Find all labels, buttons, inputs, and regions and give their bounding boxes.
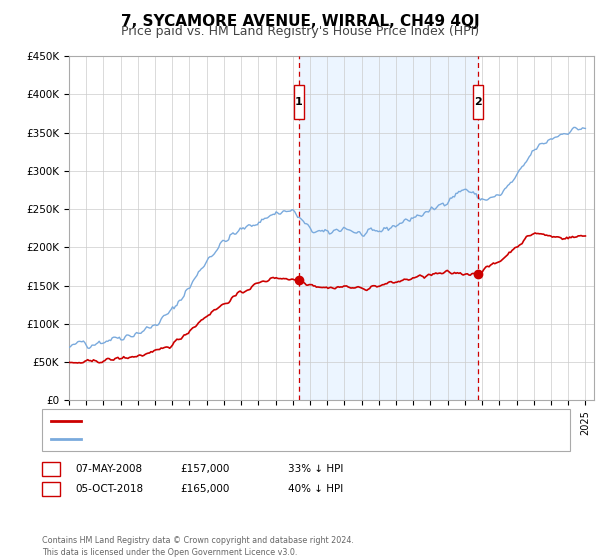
Text: 1: 1	[295, 97, 302, 107]
Text: 2: 2	[47, 484, 55, 494]
Text: £157,000: £157,000	[180, 464, 229, 474]
Text: 2: 2	[474, 97, 482, 107]
Text: 7, SYCAMORE AVENUE, WIRRAL, CH49 4QJ (detached house): 7, SYCAMORE AVENUE, WIRRAL, CH49 4QJ (de…	[87, 416, 401, 426]
Text: 05-OCT-2018: 05-OCT-2018	[75, 484, 143, 494]
Bar	[299, 56, 478, 400]
Text: Price paid vs. HM Land Registry's House Price Index (HPI): Price paid vs. HM Land Registry's House …	[121, 25, 479, 38]
FancyBboxPatch shape	[473, 85, 482, 119]
FancyBboxPatch shape	[294, 85, 304, 119]
Text: Contains HM Land Registry data © Crown copyright and database right 2024.
This d: Contains HM Land Registry data © Crown c…	[42, 536, 354, 557]
Text: 7, SYCAMORE AVENUE, WIRRAL, CH49 4QJ: 7, SYCAMORE AVENUE, WIRRAL, CH49 4QJ	[121, 14, 479, 29]
Text: 40% ↓ HPI: 40% ↓ HPI	[288, 484, 343, 494]
Text: £165,000: £165,000	[180, 484, 229, 494]
Text: 1: 1	[47, 464, 55, 474]
Text: HPI: Average price, detached house, Wirral: HPI: Average price, detached house, Wirr…	[87, 434, 311, 444]
Text: 33% ↓ HPI: 33% ↓ HPI	[288, 464, 343, 474]
Text: 07-MAY-2008: 07-MAY-2008	[75, 464, 142, 474]
